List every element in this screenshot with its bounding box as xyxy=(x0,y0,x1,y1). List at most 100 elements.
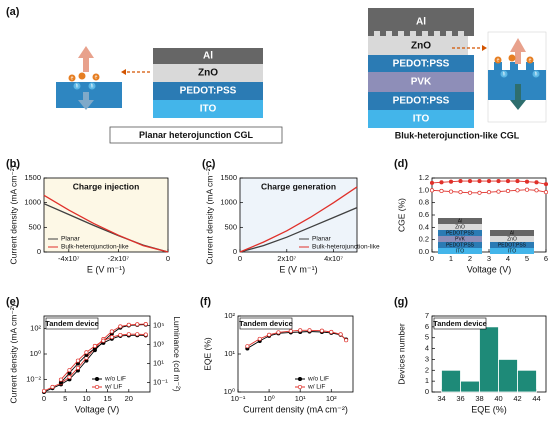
y-tick-label: 1.2 xyxy=(419,173,429,182)
caption-box xyxy=(109,126,283,144)
marker xyxy=(276,330,281,335)
x-tick-label: 20 xyxy=(125,394,133,403)
annotation-box xyxy=(433,317,487,330)
x-tick-label: 0 xyxy=(238,254,242,263)
marker xyxy=(486,179,492,184)
inset-layer xyxy=(490,242,534,248)
marker xyxy=(307,328,312,333)
y-tick-label: 6 xyxy=(425,322,429,331)
y-tick-label: 1500 xyxy=(24,173,41,182)
y-axis-label: Devices number xyxy=(396,323,406,385)
marker xyxy=(439,188,444,194)
y-tick-label: 500 xyxy=(28,222,41,231)
marker xyxy=(534,180,539,185)
marker xyxy=(486,190,492,195)
x-axis-label: Voltage (V) xyxy=(75,404,120,414)
x-tick-label: 10² xyxy=(326,394,337,403)
charge: h xyxy=(535,71,538,77)
marker xyxy=(67,368,72,373)
marker xyxy=(477,179,482,184)
marker xyxy=(67,375,72,380)
marker xyxy=(543,190,549,195)
marker xyxy=(143,332,148,337)
marker xyxy=(109,335,114,340)
plot-area xyxy=(239,177,358,253)
annotation-box xyxy=(45,317,99,330)
layer-label: PEDOT:PSS xyxy=(393,59,450,70)
marker xyxy=(505,188,511,194)
marker xyxy=(524,187,530,192)
x-axis-label: Voltage (V) xyxy=(467,264,512,274)
marker xyxy=(477,190,482,195)
layer-label: ITO xyxy=(200,104,217,115)
x-tick-label: 0 xyxy=(166,254,170,263)
y-tick-label: 5 xyxy=(425,333,429,342)
y-tick-label: 4 xyxy=(425,344,429,353)
x-axis-label: E (V m⁻¹) xyxy=(87,264,125,274)
marker xyxy=(298,328,303,333)
y-tick-label: 10² xyxy=(224,311,235,320)
annotation: Charge injection xyxy=(73,181,140,191)
charge: h xyxy=(91,83,94,89)
y-tick-label: 10⁰ xyxy=(30,349,41,358)
x-tick-label: 1 xyxy=(449,254,453,263)
marker xyxy=(515,188,520,193)
legend-label: Planar xyxy=(61,236,81,243)
inset-layer-label: PEDOT:PSS xyxy=(446,230,475,236)
y-tick-label: 0.2 xyxy=(419,235,429,244)
x-tick-label: 38 xyxy=(475,394,483,403)
y2-tick-label: 10³ xyxy=(153,339,164,348)
bar xyxy=(517,369,537,393)
y-axis-label: Current density (mA cm⁻²) xyxy=(8,165,18,264)
marker xyxy=(143,322,148,327)
caption: Planar heterojunction CGL xyxy=(139,130,254,140)
marker xyxy=(257,336,262,341)
x-tick-label: 5 xyxy=(63,394,67,403)
y-tick-label: 7 xyxy=(425,311,429,320)
marker xyxy=(329,329,334,335)
y2-tick-label: 10¹ xyxy=(153,358,164,367)
marker xyxy=(58,377,64,382)
marker xyxy=(467,190,473,195)
legend-label: w/ LiF xyxy=(104,384,122,391)
y-tick-label: 0 xyxy=(425,387,429,396)
y-tick-label: 2 xyxy=(425,365,429,374)
panel-label: (g) xyxy=(394,296,408,308)
bulk-inset: e e h h xyxy=(452,31,547,123)
y-tick-label: 0.8 xyxy=(419,198,429,207)
x-tick-label: 4x10⁷ xyxy=(324,254,343,263)
marker xyxy=(458,179,463,184)
x-tick-label: -2x10⁷ xyxy=(108,254,130,263)
y-axis-label: EQE (%) xyxy=(202,337,212,371)
marker xyxy=(245,344,250,349)
marker xyxy=(109,329,114,334)
marker xyxy=(338,332,343,337)
marker xyxy=(126,322,131,327)
plot-area xyxy=(43,177,169,253)
marker xyxy=(135,332,140,337)
marker xyxy=(118,324,123,329)
layer-label: PVK xyxy=(411,77,432,88)
y-tick-label: 10¹ xyxy=(224,349,235,358)
inset-layer xyxy=(438,218,482,224)
x-tick-label: 4 xyxy=(506,254,510,263)
inset-layer-label: ZnO xyxy=(507,236,517,242)
marker xyxy=(41,388,47,394)
panel-label: (f) xyxy=(200,296,211,308)
x-tick-label: 36 xyxy=(456,394,464,403)
x-tick-label: 2 xyxy=(468,254,472,263)
y-tick-label: 1.0 xyxy=(419,185,429,194)
marker xyxy=(448,189,454,194)
marker xyxy=(267,332,272,337)
inset-layer-label: PVK xyxy=(455,236,466,242)
layer-label: ZnO xyxy=(198,68,218,79)
marker xyxy=(344,338,349,343)
y-tick-label: 0 xyxy=(233,247,237,256)
series-line xyxy=(239,186,358,253)
y-tick-label: 1000 xyxy=(220,198,237,207)
inset-layer xyxy=(438,242,482,248)
inset-layer xyxy=(438,236,482,242)
marker xyxy=(126,332,131,337)
x-tick-label: 34 xyxy=(437,394,445,403)
x-axis-label: EQE (%) xyxy=(471,404,507,414)
